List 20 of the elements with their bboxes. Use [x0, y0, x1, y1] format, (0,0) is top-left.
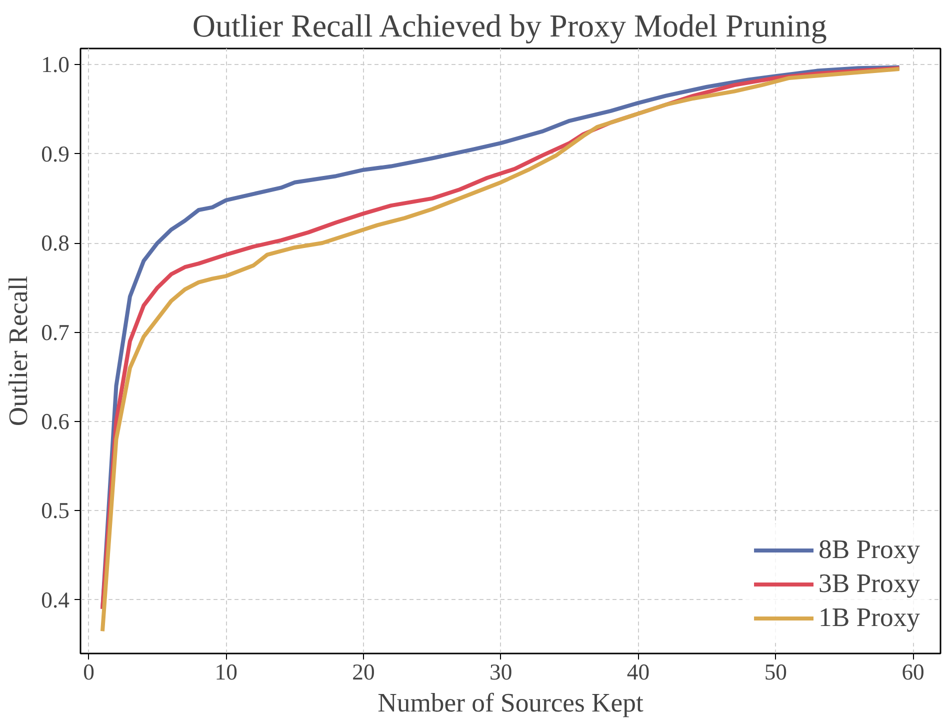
- y-tick-label: 0.6: [41, 408, 70, 434]
- legend-label: 8B Proxy: [818, 534, 920, 565]
- chart-title: Outlier Recall Achieved by Proxy Model Pruning: [192, 8, 827, 44]
- y-tick-label: 1.0: [41, 52, 70, 78]
- x-tick-label: 60: [902, 660, 924, 684]
- x-tick-label: 10: [214, 660, 238, 684]
- y-tick-label: 0.8: [41, 230, 70, 256]
- legend-label: 3B Proxy: [818, 568, 920, 599]
- y-tick-label: 0.9: [41, 141, 70, 166]
- x-tick-label: 30: [490, 660, 512, 684]
- x-tick-label: 20: [352, 660, 375, 684]
- y-tick-label: 0.7: [41, 320, 70, 345]
- y-tick-label: 0.5: [41, 498, 70, 524]
- y-tick-label: 0.4: [41, 587, 70, 612]
- legend-label: 1B Proxy: [818, 602, 920, 633]
- x-axis-title: Number of Sources Kept: [378, 688, 644, 718]
- x-tick-label: 40: [626, 660, 650, 684]
- x-tick-label: 0: [83, 660, 94, 684]
- y-axis-title: Outlier Recall: [3, 276, 34, 426]
- x-tick-label: 50: [764, 660, 787, 684]
